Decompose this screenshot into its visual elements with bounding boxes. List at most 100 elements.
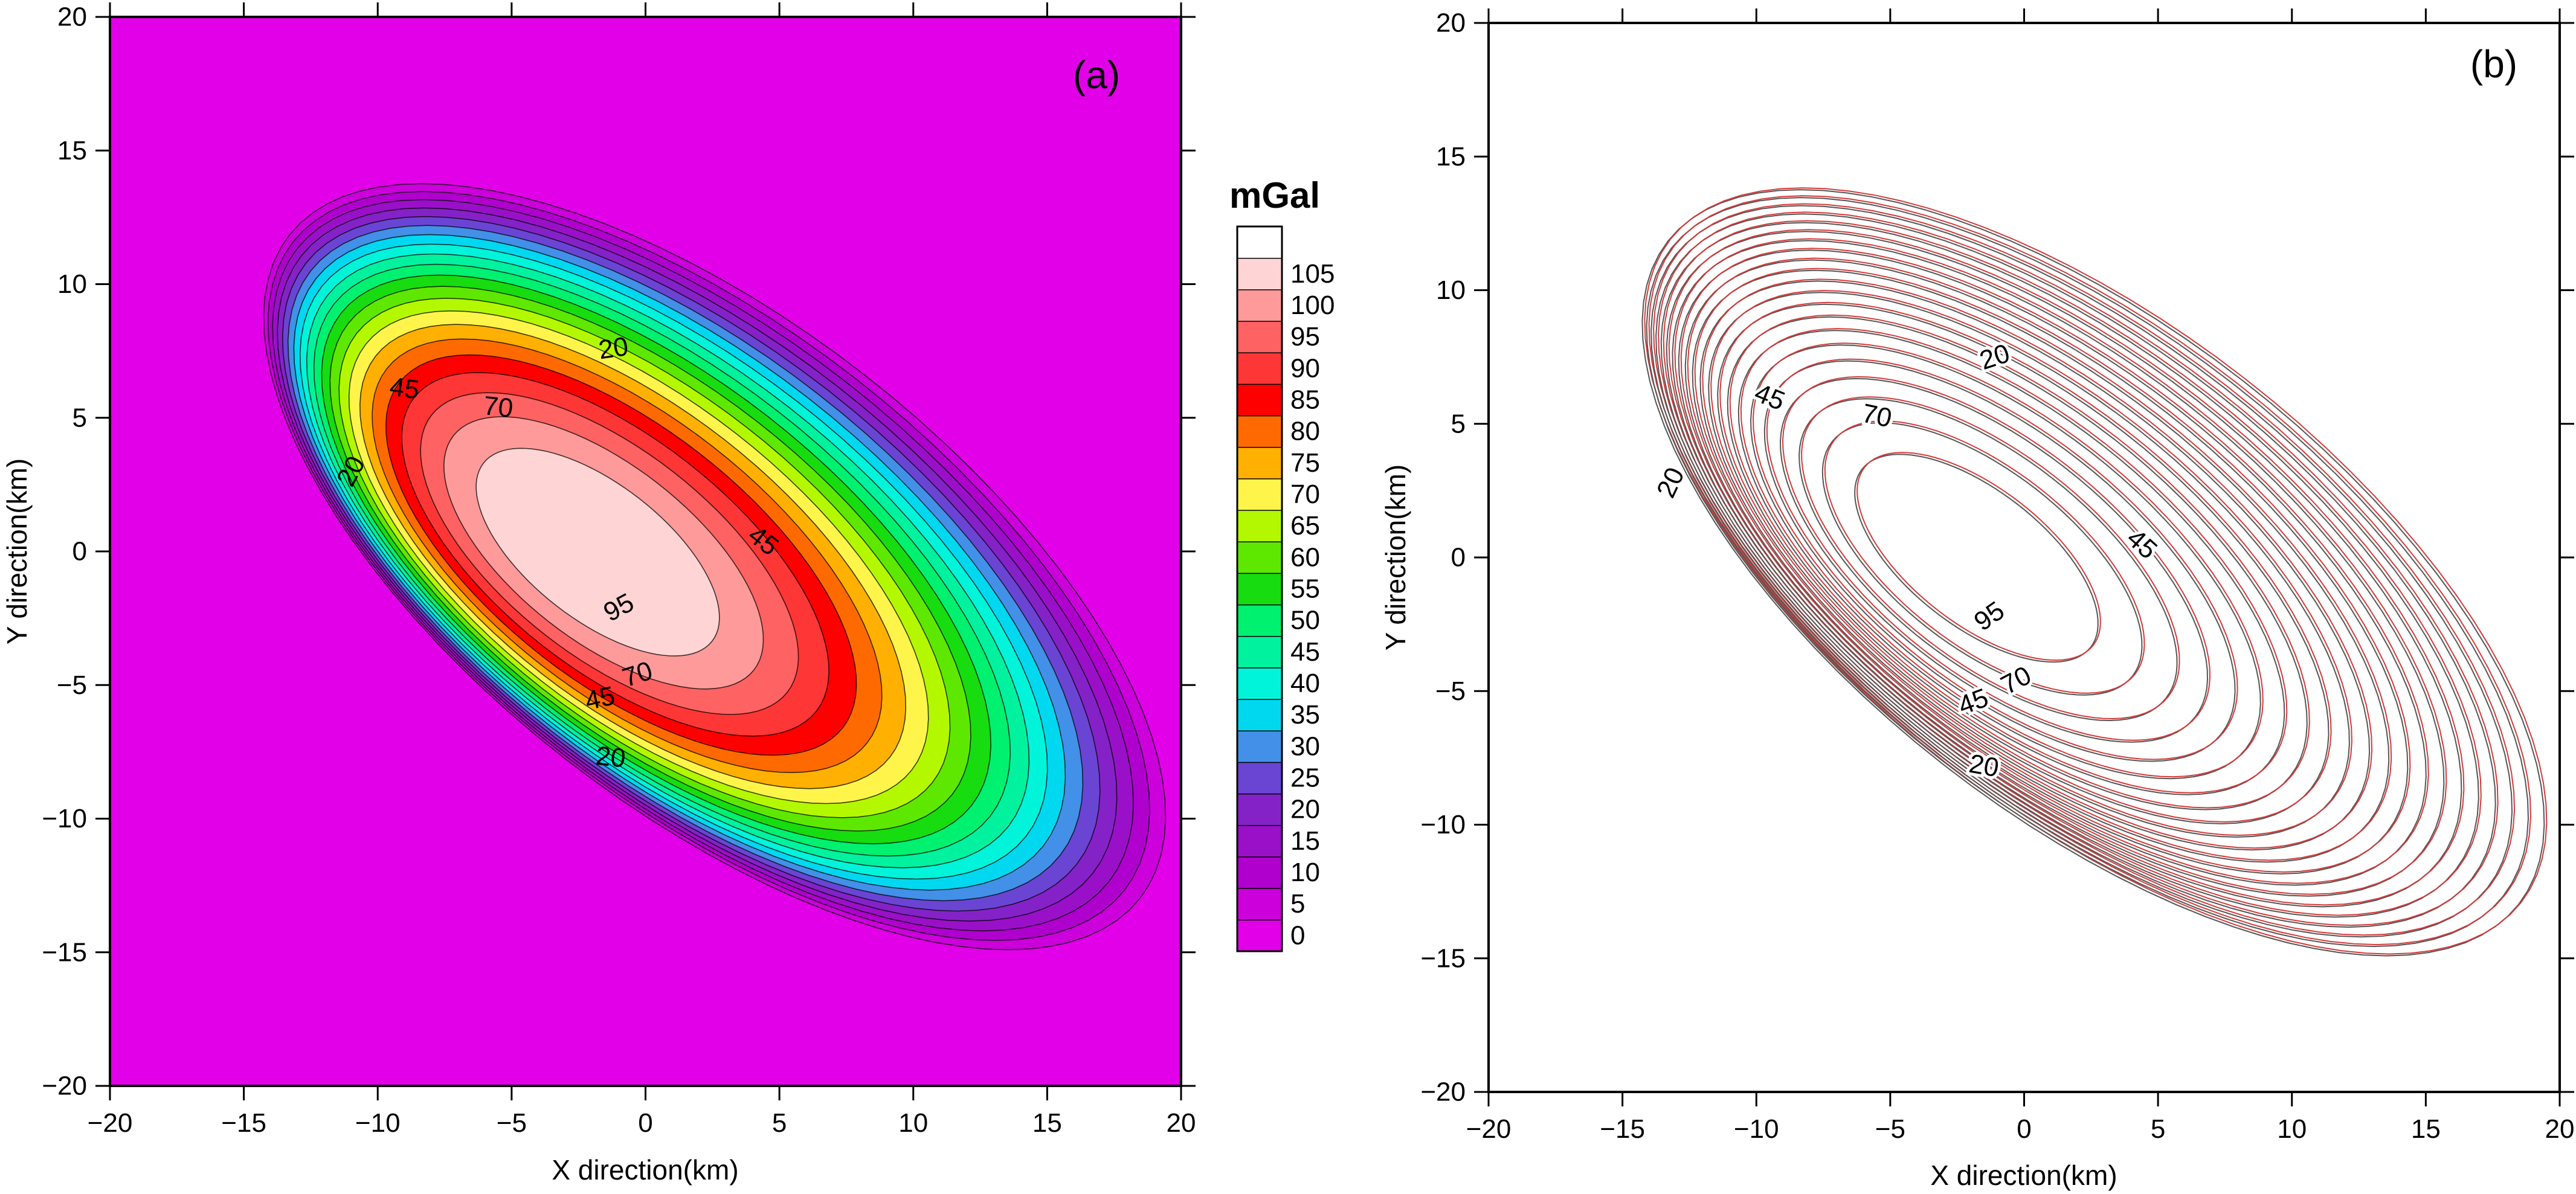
contour-line-computed-5 bbox=[1641, 189, 2545, 957]
colorbar-labels: 0510152025303540455055606570758085909510… bbox=[1290, 259, 1335, 951]
colorbar-swatch-20 bbox=[1237, 289, 1283, 322]
contour-line-85 bbox=[385, 354, 857, 756]
contour-line-computed-40 bbox=[1678, 249, 2427, 886]
colorbar-label: 75 bbox=[1290, 448, 1320, 478]
colorbar-swatches bbox=[1236, 225, 1283, 952]
contour-label-5: 45 bbox=[582, 681, 617, 716]
contour-line-reference-25 bbox=[1663, 220, 2482, 916]
panel-b-axis-ticks: −20 −15 −10 −5 0 5 10 15 20 −20 −15 −10 −5 0 5 10 15 20 bbox=[1420, 8, 2574, 1144]
contour-line-reference-60 bbox=[1710, 290, 2352, 836]
contour-line-computed-10 bbox=[1646, 197, 2529, 948]
contour-line-reference-15 bbox=[1653, 203, 2516, 936]
x-tick-label: 10 bbox=[2277, 1114, 2307, 1144]
contour-label-2: 20 bbox=[594, 741, 627, 774]
panel-b-x-axis-title: X direction(km) bbox=[1930, 1160, 2117, 1191]
contour-line-computed-100 bbox=[1821, 422, 2143, 696]
contour-line-95 bbox=[420, 392, 799, 715]
contour-line-computed-25 bbox=[1660, 222, 2479, 918]
colorbar-swatch-2 bbox=[1237, 856, 1283, 889]
colorbar-label: 40 bbox=[1290, 669, 1320, 698]
colorbar-swatch-9 bbox=[1237, 635, 1283, 669]
contour-line-computed-95 bbox=[1798, 398, 2178, 722]
contour-line-computed-75 bbox=[1737, 330, 2285, 795]
panel-b-contour-lines bbox=[1641, 187, 2548, 957]
y-tick-label: 10 bbox=[57, 269, 87, 299]
colorbar-swatch-17 bbox=[1237, 384, 1283, 417]
contour-line-5 bbox=[263, 183, 1167, 951]
colorbar-swatch-15 bbox=[1237, 446, 1283, 480]
y-tick-label: −15 bbox=[1420, 943, 1466, 973]
contour-line-90 bbox=[401, 372, 829, 737]
contour-line-75 bbox=[359, 324, 907, 789]
contour-line-reference-30 bbox=[1668, 229, 2465, 906]
colorbar-label: 35 bbox=[1290, 700, 1320, 730]
y-tick-label: −20 bbox=[1420, 1077, 1466, 1107]
contour-line-reference-50 bbox=[1694, 268, 2392, 861]
colorbar-label: 45 bbox=[1290, 637, 1320, 667]
colorbar: mGal 05101520253035404550556065707580859… bbox=[1229, 175, 1335, 952]
panel-a-y-axis-title: Y direction(km) bbox=[1, 458, 33, 644]
y-tick-label: 10 bbox=[1436, 275, 1466, 305]
y-tick-label: −5 bbox=[1435, 676, 1466, 706]
contour-line-computed-90 bbox=[1779, 377, 2209, 743]
y-tick-label: −20 bbox=[42, 1071, 87, 1101]
contour-line-reference-20 bbox=[1658, 211, 2499, 926]
x-tick-label: −10 bbox=[355, 1108, 401, 1138]
contour-line-computed-65 bbox=[1717, 303, 2330, 824]
panel-b-label: (b) bbox=[2470, 42, 2517, 86]
y-tick-label: 5 bbox=[1451, 409, 1466, 438]
colorbar-swatch-16 bbox=[1237, 415, 1283, 448]
contour-line-reference-95 bbox=[1801, 396, 2180, 720]
contour-line-60 bbox=[329, 286, 971, 832]
x-tick-label: 10 bbox=[898, 1108, 928, 1138]
y-tick-label: 20 bbox=[57, 2, 87, 32]
x-tick-label: 20 bbox=[2545, 1114, 2575, 1144]
colorbar-label: 90 bbox=[1290, 353, 1320, 383]
contour-line-reference-5 bbox=[1644, 187, 2548, 955]
contour-line-reference-85 bbox=[1766, 358, 2238, 760]
contour-line-reference-90 bbox=[1782, 376, 2211, 741]
colorbar-swatch-10 bbox=[1237, 604, 1283, 637]
contour-line-reference-10 bbox=[1648, 195, 2532, 946]
contour-line-80 bbox=[372, 338, 883, 774]
y-tick-label: 0 bbox=[72, 537, 87, 567]
contour-line-reference-70 bbox=[1729, 314, 2310, 809]
contour-line-computed-105 bbox=[1854, 454, 2099, 663]
colorbar-swatch-3 bbox=[1237, 824, 1283, 858]
contour-label-6: 70 bbox=[1860, 398, 1895, 433]
contour-line-computed-85 bbox=[1763, 360, 2236, 762]
colorbar-label: 0 bbox=[1290, 920, 1305, 950]
contour-line-40 bbox=[299, 243, 1048, 880]
x-tick-label: 15 bbox=[1032, 1108, 1062, 1138]
contour-line-10 bbox=[267, 191, 1150, 941]
x-tick-label: 5 bbox=[2151, 1114, 2165, 1144]
x-tick-label: 15 bbox=[2411, 1114, 2441, 1144]
contour-line-20 bbox=[277, 207, 1118, 922]
colorbar-label: 25 bbox=[1290, 763, 1320, 793]
x-tick-label: −5 bbox=[1875, 1114, 1905, 1144]
contour-line-computed-45 bbox=[1684, 259, 2409, 875]
x-tick-label: 0 bbox=[638, 1108, 652, 1138]
contour-line-computed-35 bbox=[1672, 240, 2445, 897]
x-tick-label: −15 bbox=[1600, 1114, 1645, 1144]
contour-line-reference-45 bbox=[1687, 257, 2411, 873]
colorbar-label: 85 bbox=[1290, 385, 1320, 414]
contour-line-computed-80 bbox=[1750, 344, 2261, 780]
panel-a-contour-lines bbox=[263, 183, 1167, 951]
y-tick-label: −15 bbox=[42, 937, 87, 967]
colorbar-label: 5 bbox=[1290, 889, 1305, 919]
contour-line-15 bbox=[272, 199, 1134, 932]
contour-line-computed-15 bbox=[1650, 205, 2513, 938]
colorbar-swatch-12 bbox=[1237, 541, 1283, 574]
y-tick-label: 0 bbox=[1451, 543, 1466, 573]
x-tick-label: −20 bbox=[88, 1108, 133, 1138]
contour-line-computed-70 bbox=[1727, 316, 2308, 810]
colorbar-label: 95 bbox=[1290, 322, 1320, 351]
colorbar-swatch-13 bbox=[1237, 509, 1283, 542]
panel-a-x-axis-title: X direction(km) bbox=[552, 1154, 738, 1186]
colorbar-label: 30 bbox=[1290, 731, 1320, 761]
contour-line-100 bbox=[443, 416, 764, 690]
contour-line-50 bbox=[313, 263, 1011, 857]
